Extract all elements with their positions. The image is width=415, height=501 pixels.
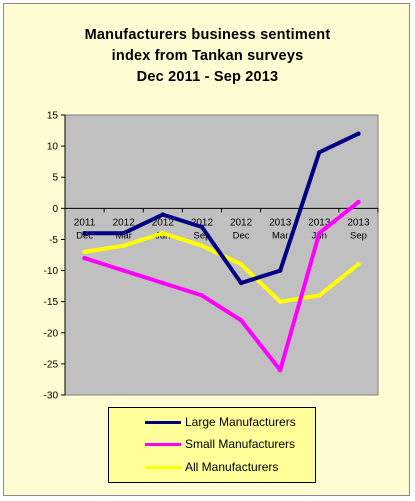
data-point bbox=[160, 231, 166, 236]
data-point bbox=[160, 212, 166, 217]
x-category-year: 2012 bbox=[230, 217, 253, 228]
data-point bbox=[317, 150, 322, 155]
y-tick-label: -5 bbox=[49, 235, 58, 246]
data-point bbox=[82, 255, 87, 261]
data-point bbox=[277, 268, 283, 273]
data-point bbox=[160, 280, 166, 286]
y-tick-label: 5 bbox=[52, 173, 58, 184]
data-point bbox=[238, 262, 244, 267]
data-point bbox=[82, 231, 87, 236]
y-tick-label: 15 bbox=[47, 111, 59, 122]
x-category-year: 2012 bbox=[152, 217, 175, 228]
x-category-month: Dec bbox=[76, 230, 93, 241]
data-point bbox=[356, 262, 361, 267]
chart-title-line-3: Dec 2011 - Sep 2013 bbox=[136, 69, 279, 85]
y-tick-label: -10 bbox=[44, 266, 59, 277]
y-tick-label: -25 bbox=[44, 359, 59, 370]
chart-legend: Large Manufacturers Small Manufacturers … bbox=[108, 407, 316, 483]
legend-item-large: Large Manufacturers bbox=[109, 414, 315, 432]
x-category-year: 2013 bbox=[269, 217, 292, 228]
data-point bbox=[238, 318, 244, 323]
x-category-year: 2012 bbox=[113, 217, 136, 228]
x-category-month: Sep bbox=[193, 230, 210, 241]
legend-swatch-large bbox=[145, 421, 181, 424]
data-point bbox=[82, 249, 87, 255]
x-category-month: Mar bbox=[272, 230, 288, 241]
data-point bbox=[238, 280, 244, 286]
y-tick-label: -30 bbox=[44, 391, 59, 402]
legend-item-all: All Manufacturers bbox=[109, 459, 315, 477]
x-category-year: 2012 bbox=[191, 217, 214, 228]
x-category-month: Mar bbox=[116, 230, 132, 241]
x-category-month: Jun bbox=[155, 230, 170, 241]
y-tick-label: 0 bbox=[52, 204, 58, 215]
chart-title-line-2: index from Tankan surveys bbox=[111, 48, 304, 64]
data-point bbox=[199, 243, 205, 248]
data-point bbox=[356, 199, 361, 205]
legend-label-large: Large Manufacturers bbox=[185, 415, 296, 429]
x-category-year: 2011 bbox=[74, 217, 96, 228]
y-tick-label: -20 bbox=[44, 328, 59, 339]
series-line-0 bbox=[82, 131, 361, 285]
y-tick-label: 10 bbox=[47, 142, 59, 153]
legend-label-small: Small Manufacturers bbox=[185, 437, 296, 451]
legend-item-small: Small Manufacturers bbox=[109, 436, 315, 454]
x-category-year: 2013 bbox=[308, 217, 331, 228]
data-point bbox=[277, 299, 283, 304]
data-point bbox=[356, 131, 361, 136]
y-tick-label: -15 bbox=[44, 297, 59, 308]
x-category-month: Dec bbox=[233, 230, 250, 241]
chart-title-line-1: Manufacturers business sentiment bbox=[84, 27, 331, 43]
series-line-1 bbox=[82, 200, 361, 373]
legend-swatch-all bbox=[145, 466, 181, 469]
legend-swatch-small bbox=[145, 443, 181, 446]
data-point bbox=[121, 268, 126, 273]
data-point bbox=[121, 243, 126, 248]
data-point bbox=[317, 231, 322, 236]
data-point bbox=[277, 367, 283, 373]
data-point bbox=[317, 293, 322, 298]
data-point bbox=[199, 293, 205, 298]
legend-label-all: All Manufacturers bbox=[185, 460, 279, 474]
x-category-year: 2013 bbox=[347, 217, 370, 228]
x-category-month: Sep bbox=[350, 230, 367, 241]
data-point bbox=[121, 231, 126, 236]
data-point bbox=[199, 224, 205, 230]
